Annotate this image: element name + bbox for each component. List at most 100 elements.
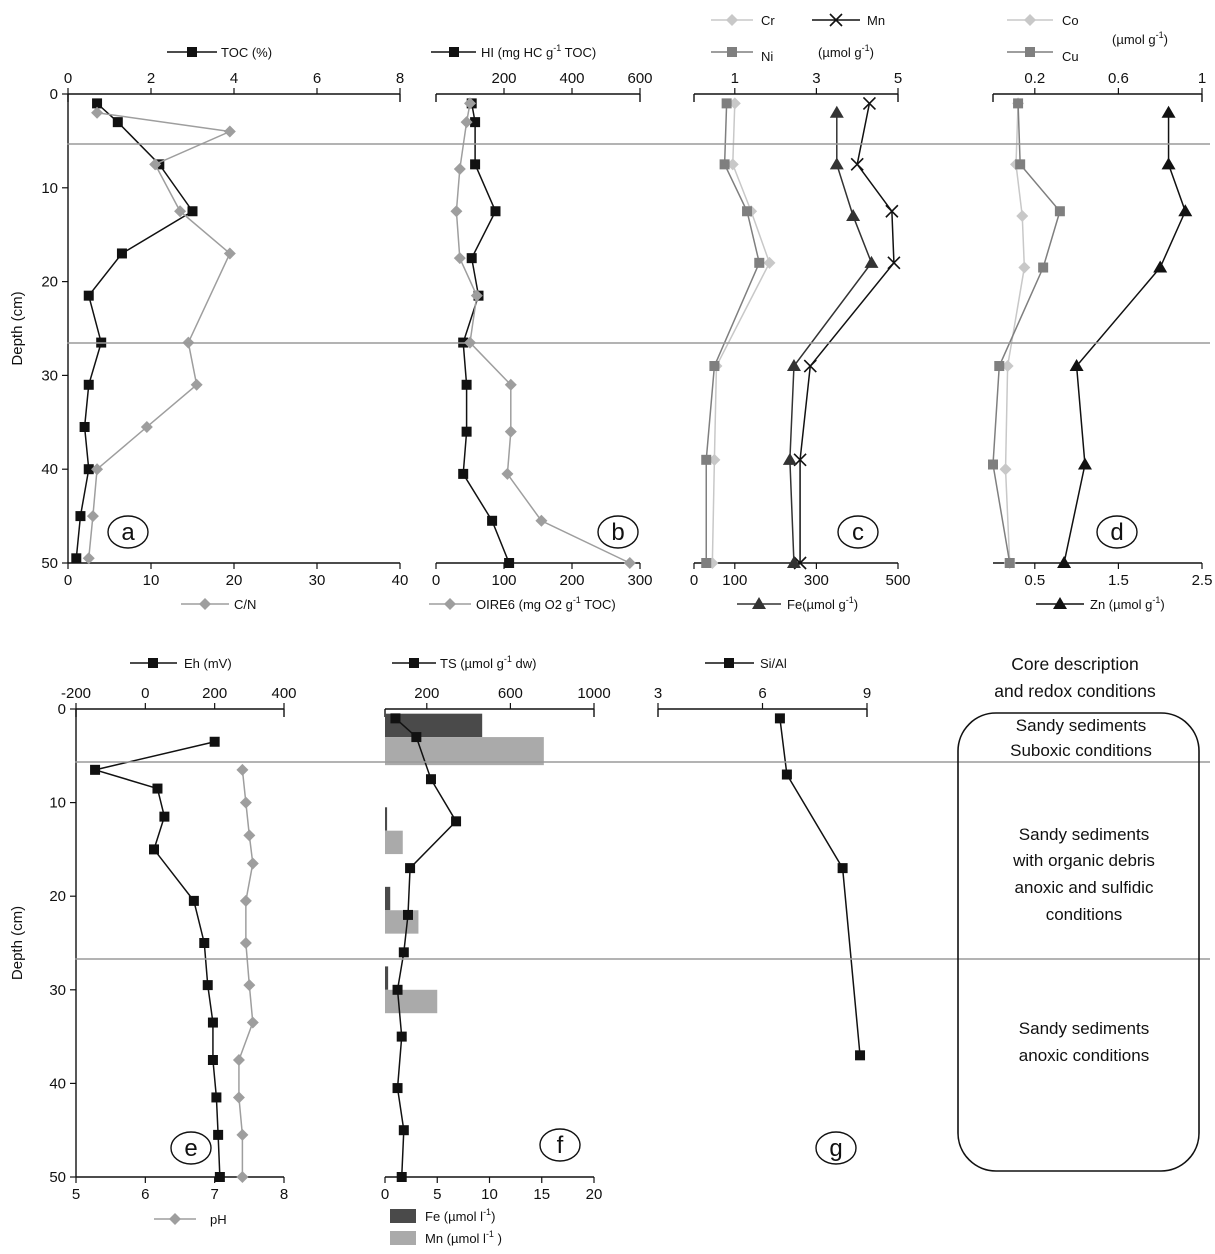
legend-f-mn-end: )	[494, 1231, 502, 1246]
legend-a-top: TOC (%)	[167, 45, 272, 60]
panel-f-point-ts	[390, 713, 401, 724]
panel-b-bottom-tick-label: 100	[491, 572, 516, 589]
zone2-line-2: with organic debris	[1012, 851, 1155, 870]
panel-e-point-eh-mv-	[90, 764, 101, 775]
panel-c-bottom-tick-label: 100	[722, 572, 747, 589]
svg-text:OIRE6 (mg O2 g-1 TOC): OIRE6 (mg O2 g-1 TOC)	[476, 595, 616, 612]
legend-c-bottom: Fe(µmol g-1)	[737, 595, 858, 612]
panel-a-point-c-n	[223, 247, 236, 260]
panel-g-point-si-al	[781, 769, 792, 780]
panel-e-point-ph	[243, 829, 256, 842]
panel-b-point-oire6	[501, 467, 514, 480]
panel-e-line-ph	[238, 769, 254, 1177]
panel-d-bottom-tick-label: 1.5	[1108, 572, 1129, 589]
panel-f-top-tick-label: 1000	[577, 685, 610, 702]
panel-c-line-mn	[799, 103, 895, 563]
panel-d-line-cu	[992, 103, 1061, 564]
panel-a-bottom-tick-label: 10	[143, 572, 160, 589]
panel-g-label-circle	[815, 1131, 857, 1165]
panel-b-point-oire6	[470, 289, 483, 302]
legend-b-bottom: OIRE6 (mg O2 g-1 TOC)	[429, 595, 616, 612]
legend-a-bottom: C/N	[181, 597, 256, 612]
panel-b-point-hi	[461, 426, 472, 437]
zone1-line-1: Sandy sediments	[1016, 716, 1146, 735]
legend-f-top-text: TS (µmol g	[440, 656, 504, 671]
legend-f-fe-text: Fe (µmol l	[425, 1209, 483, 1224]
panel-d-point-cu	[1004, 558, 1015, 568]
panel-f-label-circle	[539, 1128, 581, 1162]
panel-a-line-toc-	[75, 102, 194, 559]
legend-a-bottom-label: C/N	[234, 597, 256, 612]
legend-d-co: Co	[1007, 13, 1079, 28]
panel-e-top-tick-label: -200	[61, 685, 91, 702]
panel-a-point-c-n	[86, 510, 99, 523]
panel-f-bar	[385, 830, 403, 855]
panel-e-point-eh-mv-	[211, 1092, 222, 1103]
panel-d-point-co	[1018, 261, 1031, 274]
panel-e-point-eh-mv-	[199, 938, 210, 948]
panel-f-bottom-tick-label: 15	[533, 1186, 550, 1203]
panel-e-point-ph	[243, 979, 256, 992]
panel-b-point-oire6	[453, 252, 466, 265]
svg-text:TS (µmol g-1 dw): TS (µmol g-1 dw)	[440, 654, 536, 671]
panel-e-top-tick-label: 200	[202, 685, 227, 702]
panel-c-label: c	[852, 519, 864, 546]
legend-d-bottom-text: Zn (µmol g	[1090, 597, 1152, 612]
panel-e-point-eh-mv-	[152, 783, 163, 794]
panel-b-point-oire6	[504, 378, 517, 391]
panel-c-point-mn	[885, 204, 899, 218]
svg-text:Fe(µmol g-1): Fe(µmol g-1)	[787, 595, 858, 612]
panel-f-point-ts	[396, 1031, 407, 1042]
panel-c-point-ni	[709, 361, 720, 372]
panel-g-top-tick-label: 6	[758, 685, 766, 702]
panel-d-bottom-tick-label: 2.5	[1192, 572, 1213, 589]
panel-a-depth-tick-label: 0	[50, 86, 58, 103]
legend-b-top-sup: -1	[553, 43, 561, 53]
panel-a-point-c-n	[149, 158, 162, 171]
panel-b-point-oire6	[450, 205, 463, 218]
panel-c-bottom-tick-label: 0	[690, 572, 698, 589]
svg-text:Mn (µmol l-1 ): Mn (µmol l-1 )	[425, 1229, 502, 1246]
panel-b-top-tick-label: 400	[559, 70, 584, 87]
panel-b-point-hi	[487, 515, 498, 526]
panel-a-point-c-n	[223, 125, 236, 138]
legend-d-cu-label: Cu	[1062, 49, 1079, 64]
panel-e-point-ph	[239, 796, 252, 809]
panel-d-line-zn	[1063, 112, 1187, 564]
panel-a-label-circle	[107, 515, 149, 549]
panel-c-point-fe	[782, 452, 797, 465]
panel-g-point-si-al	[855, 1050, 866, 1061]
panel-f-bottom-tick-label: 20	[586, 1186, 603, 1203]
legend-c-bottom-text: Fe(µmol g	[787, 597, 846, 612]
panel-e-depth-tick-label: 50	[49, 1169, 66, 1186]
panel-d-top-tick-label: 1	[1198, 70, 1206, 87]
panel-e-point-eh-mv-	[214, 1172, 225, 1182]
panel-d-label: d	[1110, 519, 1123, 546]
panel-c-line-cr	[711, 103, 771, 564]
panel-d-line-co	[1004, 103, 1026, 564]
panel-f-bottom-tick-label: 10	[481, 1186, 498, 1203]
legend-c-mn-label: Mn	[867, 13, 885, 28]
zone2-line-4: conditions	[1046, 905, 1123, 924]
panel-e-point-eh-mv-	[159, 811, 170, 822]
panel-e-bottom-tick-label: 5	[72, 1186, 80, 1203]
panel-b-point-hi	[470, 117, 481, 128]
panel-d-point-zn	[1178, 204, 1193, 217]
panel-e-depth-tick-label: 0	[58, 701, 66, 718]
panel-e-point-ph	[236, 1171, 249, 1183]
panel-a-depth-tick-label: 40	[41, 461, 58, 478]
panel-d-point-zn	[1153, 260, 1168, 273]
panel-c-point-mn	[887, 256, 901, 270]
panel-e-point-eh-mv-	[209, 736, 220, 747]
legend-g-top: Si/Al	[705, 656, 787, 671]
panel-e-top-tick-label: 400	[271, 685, 296, 702]
panel-c-top-tick-label: 3	[812, 70, 820, 87]
panel-a-top-tick-label: 2	[147, 70, 155, 87]
legend-b-top-text: HI (mg HC g	[481, 45, 553, 60]
legend-f-fe-sup: -1	[483, 1207, 491, 1217]
panel-a-point-c-n	[82, 552, 95, 565]
legend-f-top-end: dw)	[512, 656, 537, 671]
panel-f-bar	[385, 910, 419, 934]
panel-d-point-cu	[994, 361, 1005, 372]
